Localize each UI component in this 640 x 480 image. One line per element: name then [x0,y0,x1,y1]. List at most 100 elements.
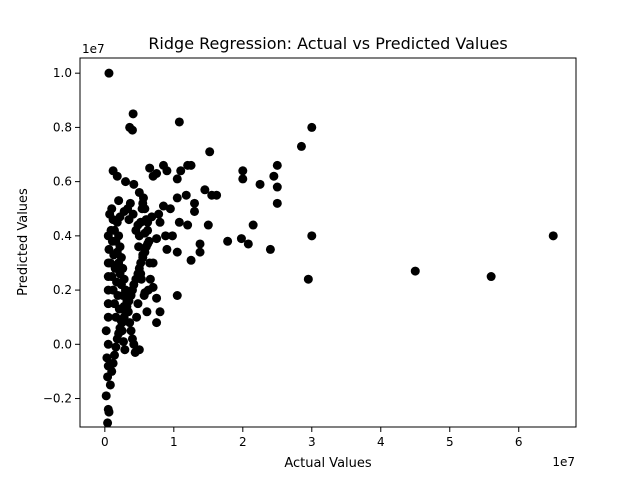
data-point [109,250,119,260]
data-point [140,204,150,214]
data-point [113,291,123,300]
data-point [162,166,172,176]
chart-title: Ridge Regression: Actual vs Predicted Va… [148,34,507,53]
data-point [105,209,115,219]
data-point [106,225,116,235]
data-point [155,217,165,227]
data-point [110,263,120,273]
data-point [138,193,148,203]
data-point [112,171,122,181]
data-point [172,247,182,257]
data-point [148,258,158,268]
data-point [142,307,152,317]
data-point [265,244,275,254]
data-point [126,326,136,336]
data-point [269,171,279,181]
x-tick-label: 0 [101,435,109,449]
data-point [127,125,137,135]
data-point [118,337,128,347]
data-point [238,166,248,176]
data-point [212,190,222,200]
x-axis-label: Actual Values [284,456,372,471]
data-point [103,312,113,322]
x-tick-label: 1 [170,435,178,449]
data-point [114,304,124,314]
data-point [161,231,171,241]
data-point [104,407,114,417]
data-point [117,326,127,336]
data-point [272,182,282,192]
y-tick-label: −0.2 [43,392,72,406]
y-tick-label: 0.8 [53,120,72,134]
data-point [145,274,155,284]
data-point [152,234,162,244]
data-point [307,122,317,132]
data-point [174,217,184,227]
data-point [152,169,162,178]
data-point [143,225,153,235]
data-point [103,299,113,309]
data-point [303,274,313,284]
data-point [195,247,205,257]
data-point [203,220,213,230]
y-axis-offset-label: 1e7 [82,42,105,56]
data-point [145,163,155,173]
data-point [104,68,114,78]
data-point [190,198,200,208]
data-point [103,418,113,428]
data-point [141,215,151,225]
data-point [102,353,112,363]
data-point [248,220,258,230]
data-point [172,174,182,184]
data-point [112,277,122,287]
data-point [200,185,210,195]
data-point [486,272,496,282]
data-point [125,318,135,328]
data-point [125,198,135,208]
data-point [129,339,139,349]
data-point [272,198,282,208]
x-axis-ticks: 0 1 2 3 4 5 6 [101,427,523,449]
data-point [205,147,215,157]
data-point [103,285,113,295]
data-point [101,326,111,336]
data-point [181,190,191,200]
x-tick-label: 2 [239,435,247,449]
y-tick-label: 0.4 [53,229,72,243]
data-point [132,312,142,322]
data-point [186,160,196,170]
x-tick-label: 3 [308,435,316,449]
data-point [236,234,246,244]
data-point [152,318,162,328]
data-point [272,160,282,170]
data-point [103,258,113,268]
data-point [410,266,420,276]
data-point [114,196,124,206]
y-axis-ticks: −0.2 0.0 0.2 0.4 0.6 0.8 1.0 [43,66,80,406]
data-point [139,291,149,300]
data-point [155,307,165,317]
x-tick-label: 6 [515,435,523,449]
data-point [172,291,182,300]
data-point [548,231,558,241]
data-point [131,225,141,235]
data-point [128,109,138,119]
plot-area [80,58,576,427]
points-layer [101,68,558,428]
data-point [174,117,184,127]
data-point [133,299,143,309]
data-point [183,220,193,230]
data-point [195,239,205,249]
x-axis-offset-label: 1e7 [552,455,575,469]
data-point [120,345,130,355]
y-tick-label: 1.0 [53,66,72,80]
data-point [190,206,200,216]
data-point [144,236,154,246]
y-tick-label: 0.2 [53,283,72,297]
data-point [154,209,164,219]
data-point [103,361,113,371]
data-point [223,236,233,246]
data-point [129,179,139,189]
data-point [101,391,111,401]
